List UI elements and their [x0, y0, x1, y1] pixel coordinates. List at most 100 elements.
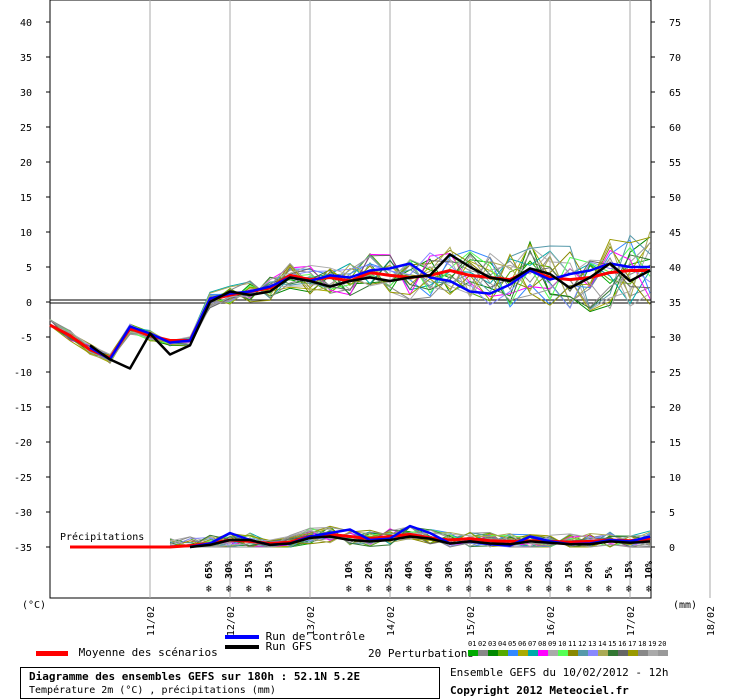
- snowflake-icon: ❄: [546, 584, 553, 595]
- perturbation-number: 12: [578, 640, 587, 648]
- y-left-tick-label: 35: [20, 53, 32, 64]
- perturbation-number: 20: [658, 640, 667, 648]
- legend-gfs: Run GFS: [225, 640, 312, 653]
- snowflake-icon: ❄: [626, 584, 633, 595]
- y-right-tick-label: 65: [669, 88, 681, 99]
- y-left-tick-label: -15: [14, 403, 32, 414]
- gfs-precip-line: [189, 535, 651, 549]
- legend-mean: Moyenne des scénarios: [36, 646, 218, 659]
- perturbation-color-swatch: [468, 650, 478, 656]
- y-right-tick-label: 40: [669, 263, 681, 274]
- y-right-tick-label: 20: [669, 403, 681, 414]
- y-right-tick-label: 45: [669, 228, 681, 239]
- perturbation-color-swatch: [488, 650, 498, 656]
- run-info: Ensemble GEFS du 10/02/2012 - 12h: [450, 666, 669, 679]
- legend-control: Run de contrôle: [225, 630, 365, 643]
- chart-title: Diagramme des ensembles GEFS sur 180h : …: [29, 670, 361, 683]
- perturbation-number: 11: [568, 640, 577, 648]
- legend-gfs-label: Run GFS: [265, 640, 312, 653]
- perturbation-number: 17: [628, 640, 637, 648]
- legend-control-label: Run de contrôle: [265, 630, 365, 643]
- y-left-tick-label: 25: [20, 123, 32, 134]
- perturbation-temp-line: [49, 254, 651, 362]
- legend-mean-label: Moyenne des scénarios: [78, 646, 218, 659]
- y-right-axis-label: (mm): [673, 600, 697, 611]
- snowflake-icon: ❄: [266, 584, 273, 595]
- y-right-tick-label: 10: [669, 473, 681, 484]
- perturbation-number: 19: [648, 640, 657, 648]
- y-right-tick-label: 35: [669, 298, 681, 309]
- y-left-tick-label: -30: [14, 508, 32, 519]
- snow-probability-label: 20%: [544, 561, 555, 579]
- snowflake-icon: ❄: [386, 584, 393, 595]
- y-right-tick-label: 55: [669, 158, 681, 169]
- perturbation-color-swatch: [658, 650, 668, 656]
- perturbation-color-swatch: [618, 650, 628, 656]
- perturbation-color-key: [468, 650, 668, 656]
- snow-probability-label: 25%: [484, 561, 495, 579]
- snow-probability-label: 15%: [624, 561, 635, 579]
- y-right-tick-label: 75: [669, 18, 681, 29]
- y-left-tick-label: -5: [20, 333, 32, 344]
- perturbation-color-swatch: [558, 650, 568, 656]
- snowflake-icon: ❄: [486, 584, 493, 595]
- plot-area: [49, 0, 652, 599]
- perturbation-number: 07: [528, 640, 537, 648]
- snowflake-icon: ❄: [506, 584, 513, 595]
- y-left-tick-label: 20: [20, 158, 32, 169]
- snow-probability-label: 15%: [564, 561, 575, 579]
- snowflake-icon: ❄: [346, 584, 353, 595]
- perturbation-number: 16: [618, 640, 627, 648]
- perturbation-number: 13: [588, 640, 597, 648]
- perturbation-color-swatch: [608, 650, 618, 656]
- y-right-tick-label: 5: [669, 508, 675, 519]
- perturbation-temp-line: [49, 236, 651, 356]
- y-left-tick-label: -25: [14, 473, 32, 484]
- snowflake-icon: ❄: [426, 584, 433, 595]
- perturbation-number: 03: [488, 640, 497, 648]
- x-tick-label: 15/02: [466, 606, 477, 636]
- snowflake-icon: ❄: [246, 584, 253, 595]
- perturbation-color-swatch: [648, 650, 658, 656]
- y-right-tick-label: 0: [669, 543, 675, 554]
- perturbation-color-swatch: [578, 650, 588, 656]
- legend-gfs-swatch: [225, 645, 259, 649]
- snowflake-icon: ❄: [226, 584, 233, 595]
- perturbation-number: 15: [608, 640, 617, 648]
- perturbation-number: 14: [598, 640, 607, 648]
- snowflake-icon: ❄: [646, 584, 653, 595]
- x-tick-label: 14/02: [386, 606, 397, 636]
- snow-probability-label: 15%: [264, 561, 275, 579]
- snow-probability-label: 15%: [244, 561, 255, 579]
- perturbation-number: 08: [538, 640, 547, 648]
- snow-probability-label: 20%: [524, 561, 535, 579]
- perturbation-number: 01: [468, 640, 477, 648]
- x-tick-label: 13/02: [306, 606, 317, 636]
- perturbation-color-swatch: [508, 650, 518, 656]
- snow-probability-label: 10%: [644, 561, 655, 579]
- y-right-tick-label: 70: [669, 53, 681, 64]
- perturbation-number: 18: [638, 640, 647, 648]
- y-left-tick-label: 30: [20, 88, 32, 99]
- perturbation-temp-line: [49, 231, 651, 362]
- y-left-axis-label: (°C): [22, 600, 46, 611]
- perturbation-temp-line: [49, 242, 651, 361]
- perturbation-color-swatch: [528, 650, 538, 656]
- snow-probability-label: 5%: [604, 567, 615, 579]
- perturbation-color-swatch: [598, 650, 608, 656]
- precip-label: Précipitations: [60, 531, 144, 543]
- x-tick-label: 16/02: [546, 606, 557, 636]
- x-tick-label: 12/02: [226, 606, 237, 636]
- snow-probability-label: 30%: [504, 561, 515, 579]
- x-tick-label: 11/02: [146, 606, 157, 636]
- perturbation-color-swatch: [638, 650, 648, 656]
- snowflake-icon: ❄: [406, 584, 413, 595]
- y-right-tick-label: 50: [669, 193, 681, 204]
- snow-probability-label: 30%: [444, 561, 455, 579]
- perturbation-color-swatch: [568, 650, 578, 656]
- copyright: Copyright 2012 Meteociel.fr: [450, 684, 629, 697]
- x-tick-label: 17/02: [626, 606, 637, 636]
- perturbations-label: 20 Perturbations: [368, 647, 474, 660]
- perturbation-number: 02: [478, 640, 487, 648]
